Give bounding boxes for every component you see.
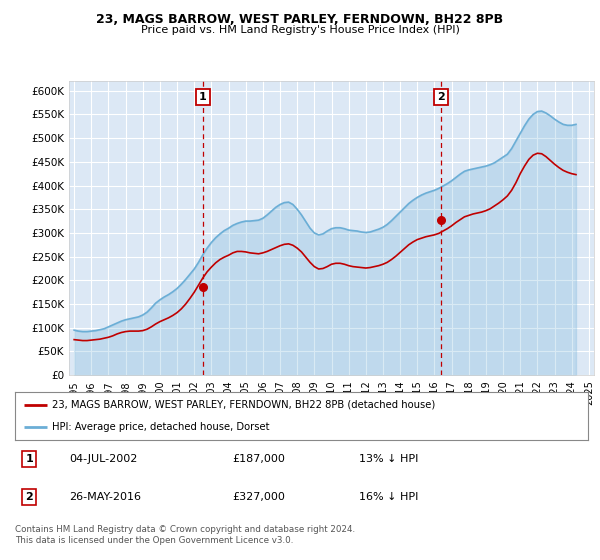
Text: 04-JUL-2002: 04-JUL-2002 (70, 454, 138, 464)
Text: 26-MAY-2016: 26-MAY-2016 (70, 492, 142, 502)
Text: £327,000: £327,000 (233, 492, 286, 502)
Text: Price paid vs. HM Land Registry's House Price Index (HPI): Price paid vs. HM Land Registry's House … (140, 25, 460, 35)
Text: 2: 2 (437, 92, 445, 102)
Text: 23, MAGS BARROW, WEST PARLEY, FERNDOWN, BH22 8PB: 23, MAGS BARROW, WEST PARLEY, FERNDOWN, … (97, 13, 503, 26)
Text: 2: 2 (25, 492, 33, 502)
Text: 16% ↓ HPI: 16% ↓ HPI (359, 492, 418, 502)
Text: 23, MAGS BARROW, WEST PARLEY, FERNDOWN, BH22 8PB (detached house): 23, MAGS BARROW, WEST PARLEY, FERNDOWN, … (52, 400, 436, 410)
Text: 1: 1 (199, 92, 206, 102)
Text: 13% ↓ HPI: 13% ↓ HPI (359, 454, 418, 464)
Text: Contains HM Land Registry data © Crown copyright and database right 2024.
This d: Contains HM Land Registry data © Crown c… (15, 525, 355, 545)
Text: HPI: Average price, detached house, Dorset: HPI: Average price, detached house, Dors… (52, 422, 270, 432)
Text: £187,000: £187,000 (233, 454, 286, 464)
Text: 1: 1 (25, 454, 33, 464)
